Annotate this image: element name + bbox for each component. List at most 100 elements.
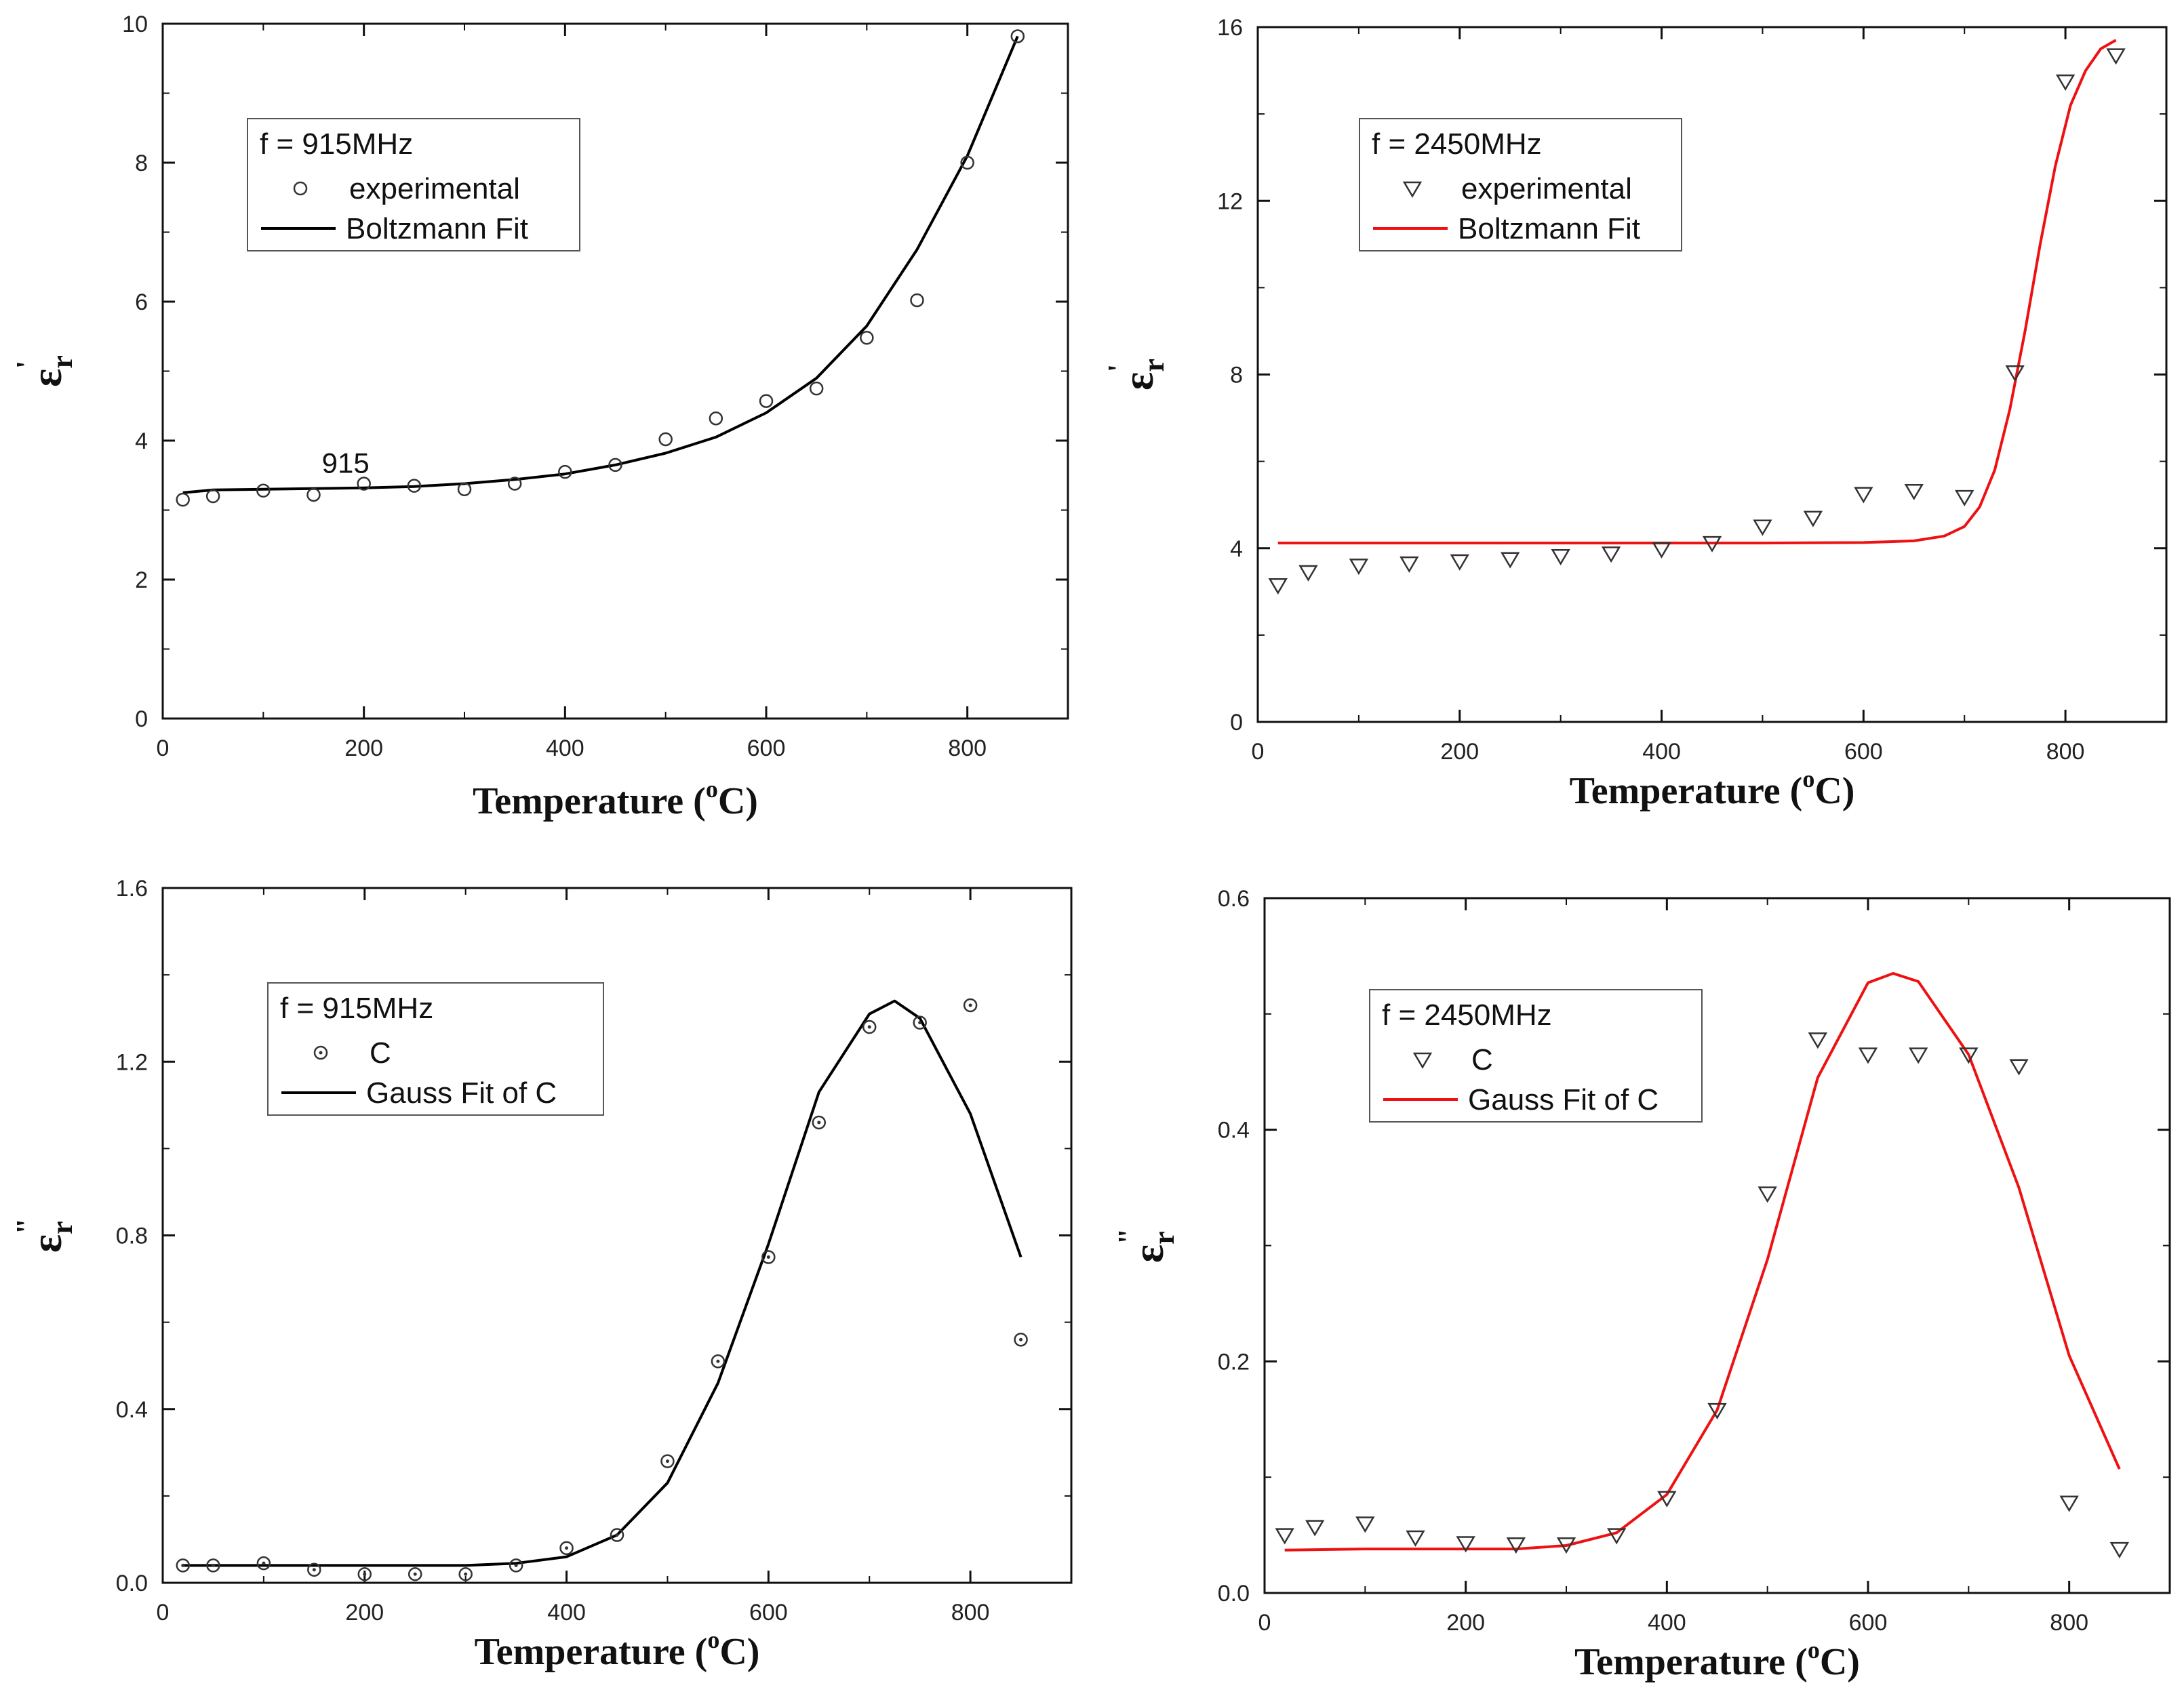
y-axis-title-sub: r xyxy=(45,355,79,369)
data-point-ring xyxy=(963,998,978,1013)
data-point xyxy=(1657,1491,1677,1508)
x-tick-label: 600 xyxy=(1849,1610,1888,1636)
data-point xyxy=(709,411,723,426)
data-point xyxy=(2109,1541,2130,1558)
x-axis-title-unit: C) xyxy=(1820,1641,1860,1683)
y-axis-title-prime: " xyxy=(1112,1228,1145,1245)
legend-marker-label: C xyxy=(1471,1043,1493,1076)
data-point-ring xyxy=(559,1541,574,1555)
data-point-ring xyxy=(458,1567,473,1581)
y-axis-title-sub: r xyxy=(45,1221,79,1234)
data-point-ring xyxy=(408,1567,422,1581)
y-axis-title: εr' xyxy=(10,355,79,387)
data-point xyxy=(357,1567,372,1581)
data-point-ring xyxy=(761,1250,776,1264)
data-point xyxy=(1349,559,1369,576)
y-axis-title-prime: ' xyxy=(10,361,43,369)
data-point xyxy=(1803,510,1823,527)
data-point xyxy=(1808,1032,1828,1049)
x-axis-title-degree: o xyxy=(1802,765,1814,792)
y-tick-label: 2 xyxy=(135,567,148,593)
data-point xyxy=(1450,554,1469,571)
data-point-ring xyxy=(256,1556,271,1571)
data-point xyxy=(1506,1537,1526,1554)
y-axis-title-prime: ' xyxy=(1102,364,1135,372)
y-tick-label: 6 xyxy=(135,289,148,315)
data-point xyxy=(1551,549,1570,566)
data-point xyxy=(176,1558,191,1573)
legend-line-label: Boltzmann Fit xyxy=(1458,212,1640,245)
x-tick-label: 0 xyxy=(1252,739,1265,765)
data-point-ring xyxy=(357,1567,372,1581)
x-tick-label: 600 xyxy=(1844,739,1883,765)
data-point xyxy=(357,477,371,491)
y-tick-label: 0.8 xyxy=(116,1224,148,1249)
y-axis-title-epsilon: ε xyxy=(1124,1245,1172,1263)
legend-marker-label: experimental xyxy=(349,172,520,205)
data-point xyxy=(1406,1530,1425,1547)
legend-marker-label: C xyxy=(370,1036,391,1070)
legend-line-label: Gauss Fit of C xyxy=(366,1076,557,1110)
data-point xyxy=(256,1556,271,1571)
y-axis-title-sub: r xyxy=(1137,359,1170,372)
x-tick-label: 400 xyxy=(1648,1610,1686,1636)
panel-bottom-left: 0 200 400 600 800 0.0 0.4 0.8 1.2 1.6 Temperature … xyxy=(10,876,1073,1673)
data-point xyxy=(507,477,522,491)
y-tick-label: 16 xyxy=(1217,15,1243,41)
data-point xyxy=(1652,542,1671,559)
data-point xyxy=(1955,489,1974,507)
data-point xyxy=(205,489,220,504)
y-tick-label: 1.2 xyxy=(116,1049,148,1075)
annotation: 915 xyxy=(322,447,370,479)
x-tick-label: 800 xyxy=(2046,739,2085,765)
data-point-dot xyxy=(413,1572,417,1576)
y-tick-label: 1.6 xyxy=(116,876,148,902)
data-point xyxy=(458,1567,473,1581)
x-tick-label: 200 xyxy=(345,1600,384,1626)
legend-title: f = 2450MHz xyxy=(1382,998,1552,1032)
data-point xyxy=(1702,536,1722,552)
x-tick-label: 200 xyxy=(1440,739,1479,765)
legend-title: f = 2450MHz xyxy=(1372,127,1542,161)
legend-line-label: Gauss Fit of C xyxy=(1468,1083,1659,1116)
y-axis-title-prime: " xyxy=(10,1218,43,1234)
y-tick-label: 4 xyxy=(135,428,148,454)
x-axis-title-unit: C) xyxy=(719,1631,759,1673)
data-point xyxy=(1275,1528,1294,1545)
y-tick-label: 0 xyxy=(1230,710,1243,735)
y-axis-title-epsilon: ε xyxy=(22,369,71,387)
legend-marker xyxy=(313,1045,328,1060)
data-point-ring xyxy=(711,1354,726,1369)
x-tick-label: 800 xyxy=(951,1600,990,1626)
x-axis-title-main: Temperature ( xyxy=(1574,1641,1808,1683)
data-point xyxy=(2005,365,2025,382)
legend-line-label: Boltzmann Fit xyxy=(346,212,528,245)
data-point xyxy=(608,458,622,472)
data-point-dot xyxy=(968,1003,972,1007)
legend-marker-ring xyxy=(313,1045,328,1060)
data-point xyxy=(559,1541,574,1555)
data-point xyxy=(1456,1536,1475,1553)
data-point xyxy=(1399,556,1419,573)
legend: f = 915MHz C Gauss Fit of C xyxy=(267,982,604,1116)
x-axis-title-unit: C) xyxy=(718,780,758,822)
data-point-dot xyxy=(615,1533,619,1537)
x-axis-title: Temperature (oC) xyxy=(1574,1636,1860,1683)
data-point-dot xyxy=(464,1572,468,1576)
data-point xyxy=(711,1354,726,1369)
x-axis-title-degree: o xyxy=(707,1626,719,1653)
data-point-dot xyxy=(665,1459,669,1463)
data-point xyxy=(910,293,924,308)
data-point xyxy=(860,331,874,345)
data-point-ring xyxy=(206,1558,220,1573)
data-point-dot xyxy=(1019,1337,1023,1341)
x-axis-title-unit: C) xyxy=(1814,770,1854,812)
y-axis-title-epsilon: ε xyxy=(22,1234,71,1253)
data-point-dot xyxy=(867,1025,871,1029)
data-point-dot xyxy=(817,1120,821,1125)
data-point xyxy=(2106,48,2126,65)
x-axis-title-degree: o xyxy=(1808,1636,1820,1663)
legend-title: f = 915MHz xyxy=(260,127,413,161)
x-tick-label: 400 xyxy=(1642,739,1681,765)
data-point xyxy=(1556,1537,1576,1554)
